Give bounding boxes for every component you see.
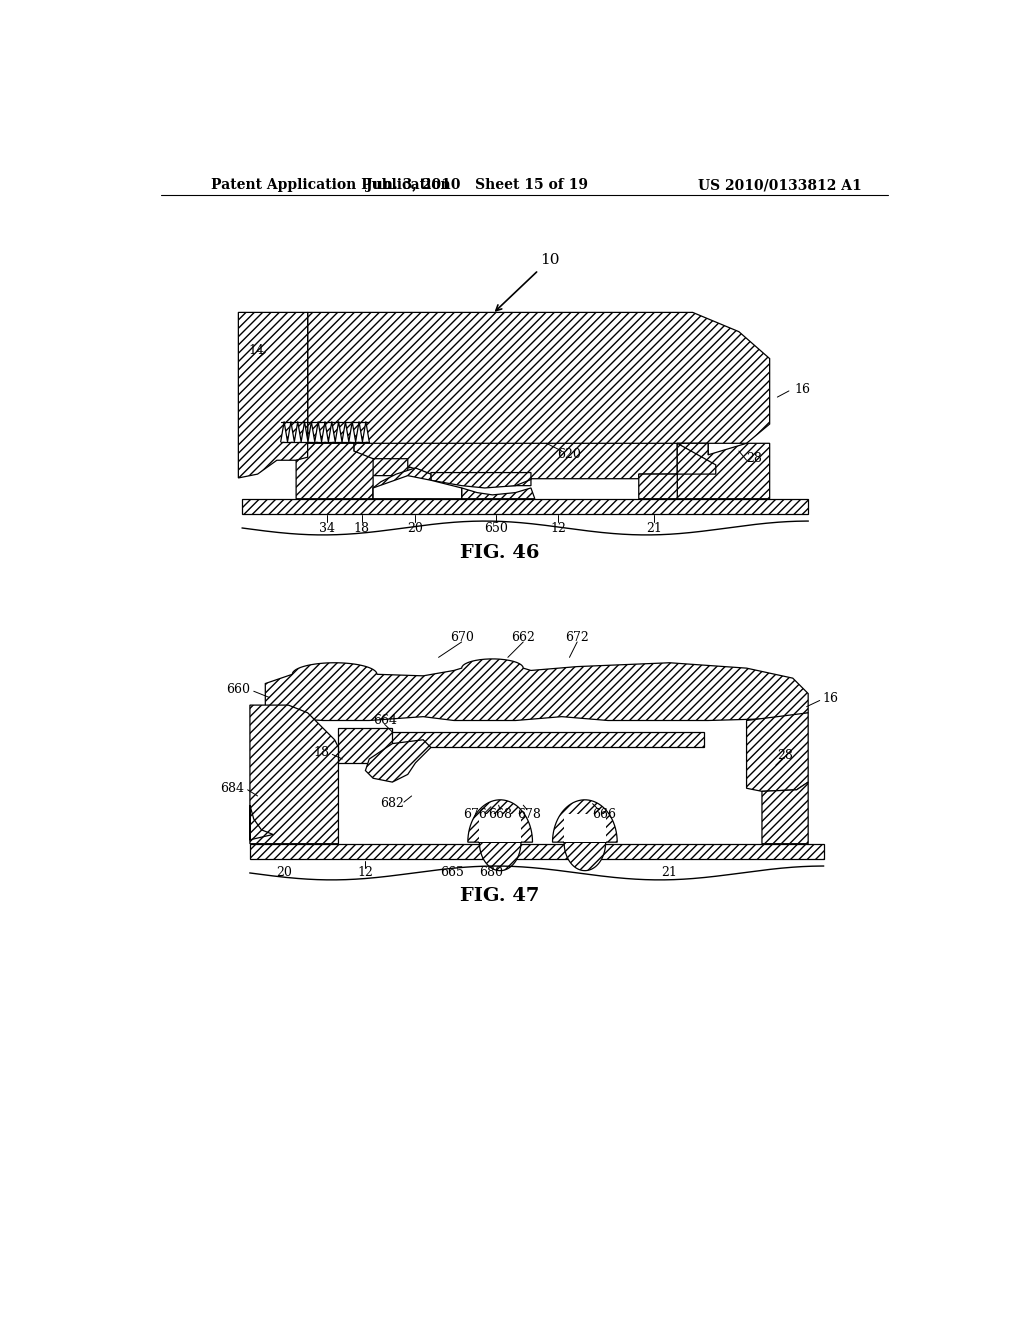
Text: 20: 20	[408, 521, 423, 535]
Text: 676: 676	[464, 808, 487, 821]
Polygon shape	[366, 739, 431, 781]
Text: 16: 16	[795, 383, 810, 396]
Polygon shape	[762, 781, 808, 843]
Polygon shape	[243, 499, 808, 515]
Polygon shape	[354, 444, 716, 486]
Text: 668: 668	[488, 808, 512, 821]
Polygon shape	[281, 422, 370, 442]
Text: 28: 28	[777, 748, 793, 762]
Text: FIG. 47: FIG. 47	[461, 887, 540, 906]
Text: 12: 12	[550, 521, 566, 535]
Text: Patent Application Publication: Patent Application Publication	[211, 178, 451, 193]
Polygon shape	[296, 444, 373, 499]
Text: 10: 10	[541, 253, 560, 267]
Text: 662: 662	[511, 631, 536, 644]
Polygon shape	[746, 713, 808, 792]
Polygon shape	[250, 705, 339, 843]
Polygon shape	[553, 800, 617, 871]
Polygon shape	[677, 444, 770, 499]
Polygon shape	[479, 813, 521, 842]
Polygon shape	[250, 843, 823, 859]
Text: 14: 14	[249, 345, 264, 358]
Text: 18: 18	[313, 746, 330, 759]
Text: 660: 660	[226, 684, 250, 696]
Text: 670: 670	[450, 631, 473, 644]
Text: 21: 21	[662, 866, 678, 879]
Text: 18: 18	[353, 521, 370, 535]
Text: 28: 28	[746, 453, 762, 465]
Polygon shape	[307, 313, 770, 475]
Text: 34: 34	[318, 521, 335, 535]
Text: 664: 664	[373, 714, 396, 727]
Text: 678: 678	[517, 808, 542, 821]
Text: 665: 665	[440, 866, 464, 879]
Text: 16: 16	[822, 693, 838, 705]
Text: FIG. 46: FIG. 46	[461, 544, 540, 561]
Polygon shape	[239, 313, 307, 478]
Text: 620: 620	[557, 449, 582, 462]
Polygon shape	[462, 488, 535, 499]
Text: 12: 12	[357, 866, 374, 879]
Polygon shape	[339, 729, 392, 763]
Text: 672: 672	[565, 631, 589, 644]
Polygon shape	[373, 469, 431, 499]
Text: 21: 21	[646, 521, 663, 535]
Text: 684: 684	[220, 781, 245, 795]
Polygon shape	[468, 800, 532, 871]
Text: 20: 20	[276, 866, 293, 879]
Text: Jun. 3, 2010   Sheet 15 of 19: Jun. 3, 2010 Sheet 15 of 19	[366, 178, 588, 193]
Polygon shape	[564, 813, 605, 842]
Text: 682: 682	[381, 797, 404, 810]
Text: 680: 680	[479, 866, 503, 879]
Polygon shape	[373, 475, 462, 499]
Text: 650: 650	[484, 521, 508, 535]
Polygon shape	[639, 444, 716, 499]
Polygon shape	[265, 659, 808, 721]
Polygon shape	[431, 473, 531, 488]
Text: 666: 666	[592, 808, 616, 821]
Polygon shape	[357, 733, 705, 747]
Text: US 2010/0133812 A1: US 2010/0133812 A1	[698, 178, 862, 193]
